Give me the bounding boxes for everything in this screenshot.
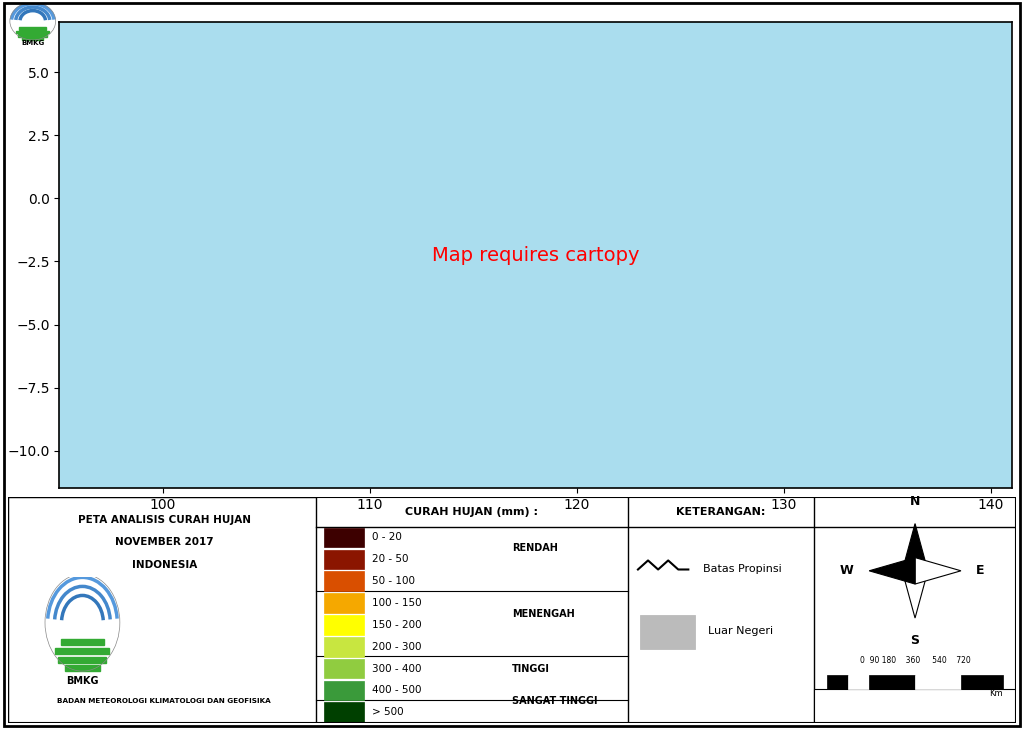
Text: MENENGAH: MENENGAH <box>512 609 574 619</box>
Bar <box>324 703 364 722</box>
Text: BMKG: BMKG <box>67 676 98 686</box>
Text: S: S <box>910 634 920 647</box>
Polygon shape <box>902 571 928 618</box>
Bar <box>23 37 43 40</box>
Bar <box>19 28 46 30</box>
Bar <box>18 34 47 37</box>
Bar <box>869 675 915 689</box>
Text: Map requires cartopy: Map requires cartopy <box>432 246 639 265</box>
Bar <box>848 675 869 689</box>
Text: 400 - 500: 400 - 500 <box>372 685 422 695</box>
Circle shape <box>45 574 120 671</box>
Text: CURAH HUJAN (mm) :: CURAH HUJAN (mm) : <box>406 507 539 517</box>
Polygon shape <box>915 558 961 584</box>
Bar <box>16 31 49 34</box>
Bar <box>324 681 364 700</box>
Bar <box>58 657 106 663</box>
Bar <box>66 665 100 671</box>
Text: 20 - 50: 20 - 50 <box>372 554 409 564</box>
Text: E: E <box>976 564 985 577</box>
Text: 50 - 100: 50 - 100 <box>372 576 415 586</box>
Text: W: W <box>840 564 854 577</box>
Bar <box>324 615 364 635</box>
Bar <box>827 675 848 689</box>
Text: INDONESIA: INDONESIA <box>132 560 197 570</box>
Bar <box>55 648 110 654</box>
Circle shape <box>10 2 55 40</box>
Bar <box>324 637 364 657</box>
Text: 200 - 300: 200 - 300 <box>372 642 422 652</box>
Bar <box>324 593 364 613</box>
Text: > 500: > 500 <box>372 707 403 717</box>
Bar <box>814 690 1016 723</box>
Text: KETERANGAN:: KETERANGAN: <box>677 507 766 517</box>
Bar <box>324 550 364 569</box>
Text: N: N <box>910 495 921 508</box>
Text: SANGAT TINGGI: SANGAT TINGGI <box>512 696 597 706</box>
Text: RENDAH: RENDAH <box>512 543 558 553</box>
Text: 0 - 20: 0 - 20 <box>372 532 401 542</box>
Text: Batas Propinsi: Batas Propinsi <box>703 564 782 574</box>
Polygon shape <box>902 523 928 571</box>
Bar <box>324 572 364 591</box>
Bar <box>324 528 364 547</box>
Text: TINGGI: TINGGI <box>512 663 550 674</box>
Text: 300 - 400: 300 - 400 <box>372 663 422 674</box>
Text: BMKG: BMKG <box>22 39 44 46</box>
Text: NOVEMBER 2017: NOVEMBER 2017 <box>115 537 214 547</box>
Text: 100 - 150: 100 - 150 <box>372 598 422 608</box>
Bar <box>961 675 1004 689</box>
Text: BADAN METEOROLOGI KLIMATOLOGI DAN GEOFISIKA: BADAN METEOROLOGI KLIMATOLOGI DAN GEOFIS… <box>57 698 271 703</box>
Text: PETA ANALISIS CURAH HUJAN: PETA ANALISIS CURAH HUJAN <box>78 515 251 525</box>
Bar <box>8 497 315 723</box>
Bar <box>60 639 104 645</box>
Bar <box>915 675 961 689</box>
Text: 150 - 200: 150 - 200 <box>372 620 422 630</box>
Polygon shape <box>869 558 915 584</box>
Text: Luar Negeri: Luar Negeri <box>709 625 773 636</box>
Text: Km: Km <box>989 689 1004 698</box>
Bar <box>640 615 695 649</box>
Text: 0  90 180    360     540    720: 0 90 180 360 540 720 <box>860 656 971 666</box>
Bar <box>324 659 364 679</box>
